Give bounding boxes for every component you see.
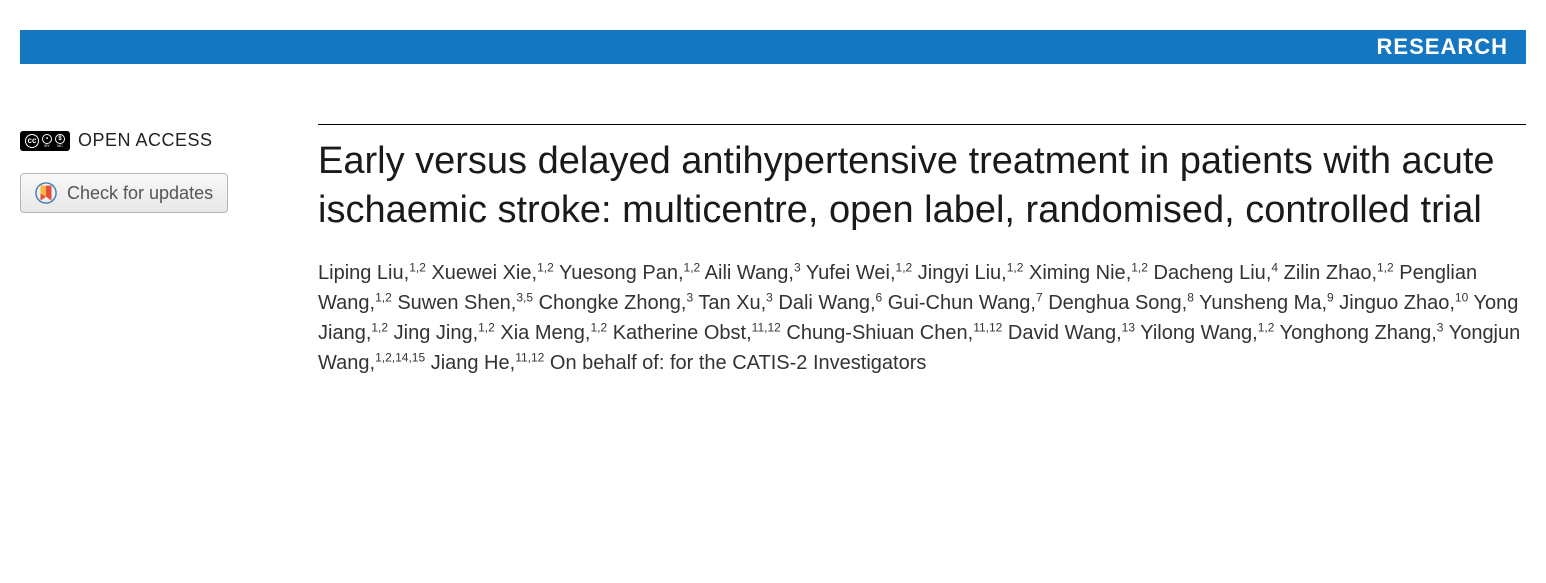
author-affiliation: 1,2 [1007, 261, 1024, 275]
check-for-updates-label: Check for updates [67, 183, 213, 204]
author-affiliation: 1,2 [537, 261, 554, 275]
author-name: Chung-Shiuan Chen [786, 322, 967, 344]
author-name: Jinguo Zhao [1339, 292, 1449, 314]
author-affiliation: 3,5 [516, 291, 533, 305]
author-name: Chongke Zhong [539, 292, 681, 314]
author-affiliation: 1,2 [1131, 261, 1148, 275]
author-affiliation: 13 [1122, 321, 1135, 335]
author-affiliation: 1,2 [1377, 261, 1394, 275]
author-name: Aili Wang [705, 262, 789, 284]
author-name: Yilong Wang [1140, 322, 1252, 344]
author-name: Yunsheng Ma [1199, 292, 1321, 314]
author-name: Liping Liu [318, 262, 404, 284]
author-affiliation: 11,12 [752, 321, 781, 335]
author-name: Yuesong Pan [559, 262, 678, 284]
sidebar: cc •BY $NC OPEN ACCESS Check for updates [20, 124, 290, 378]
author-name: Xuewei Xie [431, 262, 531, 284]
author-affiliation: 6 [876, 291, 883, 305]
author-affiliation: 11,12 [973, 321, 1002, 335]
article-main: Early versus delayed antihypertensive tr… [318, 124, 1526, 378]
author-affiliation: 1,2 [375, 291, 392, 305]
author-name: Denghua Song [1048, 292, 1181, 314]
article-title: Early versus delayed antihypertensive tr… [318, 137, 1526, 234]
author-name: Suwen Shen [397, 292, 510, 314]
author-name: Ximing Nie [1029, 262, 1126, 284]
crossmark-icon [35, 182, 57, 204]
author-name: Yonghong Zhang [1280, 322, 1432, 344]
author-affiliation: 3 [1437, 321, 1444, 335]
open-access-label: OPEN ACCESS [78, 130, 213, 151]
author-affiliation: 1,2 [371, 321, 388, 335]
check-for-updates-button[interactable]: Check for updates [20, 173, 228, 213]
author-affiliation: 10 [1455, 291, 1468, 305]
author-name: Yufei Wei [806, 262, 890, 284]
author-name: Tan Xu [698, 292, 760, 314]
author-affiliation: 3 [686, 291, 693, 305]
author-name: Katherine Obst [613, 322, 746, 344]
cc-license-icon: cc •BY $NC [20, 131, 70, 151]
author-affiliation: 1,2,14,15 [375, 351, 425, 365]
author-list: Liping Liu,1,2 Xuewei Xie,1,2 Yuesong Pa… [318, 258, 1526, 378]
author-affiliation: 1,2 [478, 321, 495, 335]
group-author: On behalf of: for the CATIS-2 Investigat… [550, 352, 926, 374]
author-name: Gui-Chun Wang [888, 292, 1031, 314]
author-affiliation: 1,2 [896, 261, 913, 275]
author-name: Dacheng Liu [1154, 262, 1266, 284]
section-label: RESEARCH [1377, 34, 1508, 60]
author-affiliation: 1,2 [590, 321, 607, 335]
author-name: David Wang [1008, 322, 1116, 344]
author-affiliation: 7 [1036, 291, 1043, 305]
section-header-bar: RESEARCH [20, 30, 1526, 64]
author-name: Jingyi Liu [918, 262, 1001, 284]
author-affiliation: 1,2 [409, 261, 426, 275]
author-affiliation: 1,2 [684, 261, 701, 275]
author-affiliation: 1,2 [1258, 321, 1275, 335]
content-area: cc •BY $NC OPEN ACCESS Check for updates… [20, 124, 1526, 378]
author-affiliation: 4 [1271, 261, 1278, 275]
author-affiliation: 8 [1187, 291, 1194, 305]
author-affiliation: 11,12 [515, 351, 544, 365]
author-name: Jing Jing [394, 322, 473, 344]
author-affiliation: 3 [766, 291, 773, 305]
author-name: Xia Meng [500, 322, 585, 344]
author-name: Dali Wang [778, 292, 870, 314]
author-name: Zilin Zhao [1284, 262, 1372, 284]
open-access-badge: cc •BY $NC OPEN ACCESS [20, 130, 290, 151]
author-name: Jiang He [431, 352, 510, 374]
author-affiliation: 3 [794, 261, 801, 275]
author-affiliation: 9 [1327, 291, 1334, 305]
